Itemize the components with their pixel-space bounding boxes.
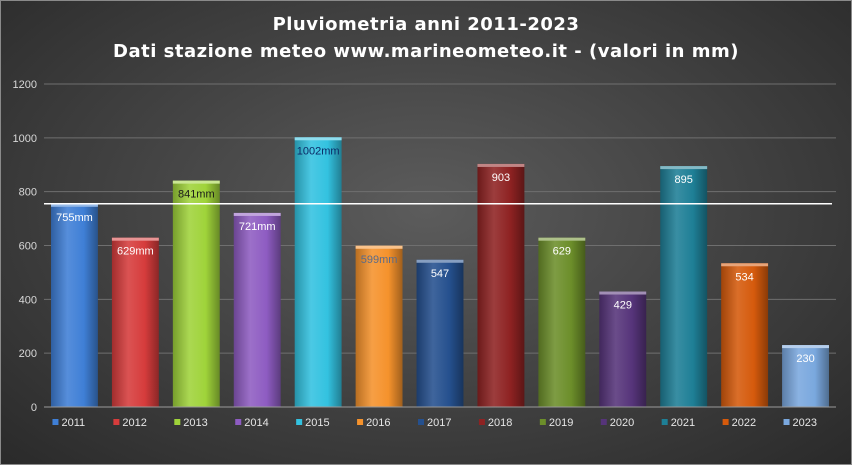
bar-value-label: 755mm bbox=[56, 212, 93, 224]
bar-top-2021 bbox=[660, 166, 708, 170]
bar-top-2012 bbox=[111, 237, 159, 241]
bar-top-2020 bbox=[599, 291, 647, 295]
legend-label-2014: 2014 bbox=[244, 417, 268, 429]
legend-swatch-2013 bbox=[174, 419, 181, 425]
bar-top-2013 bbox=[172, 180, 220, 184]
legend-label-2019: 2019 bbox=[549, 417, 573, 429]
y-tick-label: 1200 bbox=[13, 79, 37, 91]
bar-top-2014 bbox=[233, 212, 281, 216]
legend-swatch-2012 bbox=[113, 419, 120, 425]
legend-swatch-2016 bbox=[357, 419, 364, 425]
bar-2018 bbox=[477, 163, 525, 407]
legend-swatch-2020 bbox=[600, 419, 607, 425]
bar-2019 bbox=[538, 237, 586, 407]
bar-value-label: 1002mm bbox=[297, 145, 340, 157]
legend-label-2018: 2018 bbox=[488, 417, 512, 429]
bar-2016 bbox=[355, 245, 403, 407]
legend-swatch-2017 bbox=[418, 419, 424, 425]
legend-swatch-2018 bbox=[478, 419, 485, 425]
bar-top-2018 bbox=[477, 163, 525, 167]
y-tick-label: 400 bbox=[19, 294, 37, 306]
y-tick-label: 1000 bbox=[13, 133, 37, 145]
legend-label-2015: 2015 bbox=[305, 417, 329, 429]
legend-swatch-2019 bbox=[539, 419, 546, 425]
bar-2023 bbox=[782, 345, 829, 407]
bar-2012 bbox=[111, 237, 159, 407]
bar-top-2016 bbox=[355, 245, 403, 249]
bar-value-label: 721mm bbox=[239, 221, 276, 233]
bar-top-2015 bbox=[294, 137, 342, 141]
bar-value-label: 841mm bbox=[178, 189, 215, 201]
bar-top-2011 bbox=[51, 203, 98, 207]
y-tick-label: 600 bbox=[19, 241, 37, 253]
chart-title: Pluviometria anni 2011-2023 bbox=[272, 14, 580, 35]
bar-value-label: 599mm bbox=[361, 254, 398, 266]
legend-label-2022: 2022 bbox=[732, 417, 756, 429]
legend-label-2023: 2023 bbox=[793, 417, 817, 429]
legend-swatch-2022 bbox=[722, 419, 729, 425]
bar-top-2017 bbox=[416, 259, 464, 263]
bar-2014 bbox=[233, 212, 281, 407]
bar-top-2022 bbox=[721, 263, 769, 267]
legend-label-2020: 2020 bbox=[610, 417, 634, 429]
legend-swatch-2021 bbox=[661, 419, 668, 425]
bar-2015 bbox=[294, 137, 342, 408]
bar-2020 bbox=[599, 291, 647, 407]
legend-swatch-2014 bbox=[235, 419, 242, 425]
bar-value-label: 429 bbox=[614, 300, 632, 312]
legend-label-2012: 2012 bbox=[122, 417, 146, 429]
legend-swatch-2023 bbox=[783, 419, 790, 425]
bar-2013 bbox=[172, 180, 220, 407]
bar-value-label: 895 bbox=[675, 174, 693, 186]
y-tick-label: 200 bbox=[19, 348, 37, 360]
legend-label-2011: 2011 bbox=[61, 417, 85, 429]
bar-value-label: 547 bbox=[431, 268, 449, 280]
legend-label-2021: 2021 bbox=[671, 417, 695, 429]
bar-top-2019 bbox=[538, 237, 586, 241]
legend-label-2016: 2016 bbox=[366, 417, 390, 429]
bar-value-label: 629mm bbox=[117, 246, 154, 258]
chart-svg: 0 200 400 600 800 1000 1200 755mm 629mm 841mm 721m… bbox=[13, 79, 836, 429]
y-tick-label: 800 bbox=[19, 187, 37, 199]
bar-value-label: 230 bbox=[796, 353, 814, 365]
bar-2011 bbox=[51, 203, 98, 407]
bar-value-label: 903 bbox=[492, 172, 510, 184]
bar-2021 bbox=[660, 166, 708, 407]
legend-swatch-2011 bbox=[52, 419, 59, 425]
chart-subtitle: Dati stazione meteo www.marineometeo.it … bbox=[113, 41, 739, 62]
legend-label-2017: 2017 bbox=[427, 417, 451, 429]
bar-2022 bbox=[721, 263, 769, 407]
bar-value-label: 534 bbox=[735, 271, 753, 283]
bar-2017 bbox=[416, 259, 464, 407]
bar-top-2023 bbox=[782, 345, 829, 349]
legend-label-2013: 2013 bbox=[183, 417, 207, 429]
legend-swatch-2015 bbox=[296, 419, 303, 425]
y-tick-label: 0 bbox=[31, 402, 37, 414]
bar-value-label: 629 bbox=[553, 246, 571, 258]
